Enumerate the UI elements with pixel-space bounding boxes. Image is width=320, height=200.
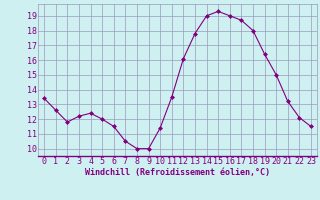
- X-axis label: Windchill (Refroidissement éolien,°C): Windchill (Refroidissement éolien,°C): [85, 168, 270, 177]
